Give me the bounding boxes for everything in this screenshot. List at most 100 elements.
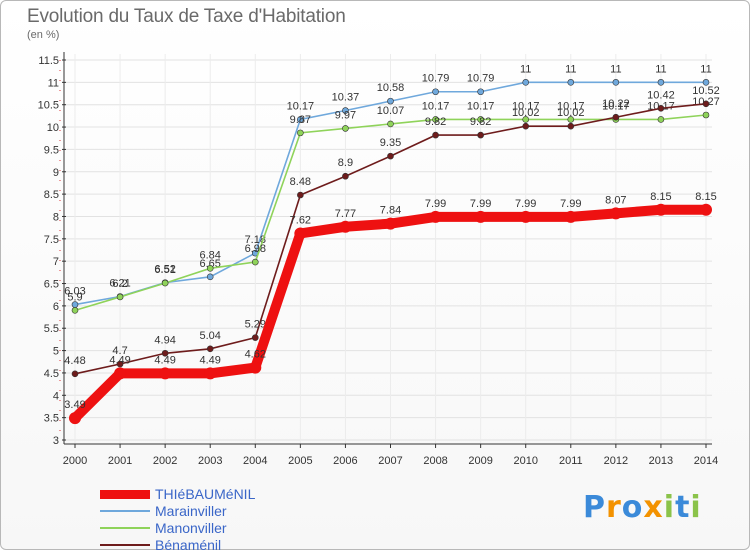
data-label: 4.49 — [109, 354, 130, 366]
data-label: 8.48 — [290, 176, 311, 188]
y-tick-label: 5.5 — [44, 323, 59, 335]
data-label: 4.94 — [154, 334, 175, 346]
data-label: 4.62 — [245, 349, 266, 361]
y-tick-label: 7 — [53, 256, 59, 268]
y-tick-label: 6.5 — [44, 279, 59, 291]
data-point — [339, 220, 352, 233]
data-point — [567, 79, 575, 86]
data-point — [432, 116, 439, 123]
logo-letter: x — [643, 490, 664, 525]
data-point — [432, 88, 439, 96]
data-label: 7.99 — [560, 198, 581, 210]
data-point — [251, 258, 259, 266]
data-label: 10.79 — [467, 73, 495, 85]
data-point — [429, 210, 442, 223]
data-label: 10.02 — [557, 107, 585, 119]
data-label: 10.17 — [512, 100, 540, 112]
logo-letter: P — [583, 490, 606, 525]
data-label: 9.82 — [425, 116, 446, 128]
data-label: 7.77 — [335, 208, 356, 220]
chart-title: Evolution du Taux de Taxe d'Habitation — [27, 6, 346, 27]
x-tick-label: 2003 — [198, 455, 222, 467]
legend-label: THIéBAUMéNIL — [155, 486, 256, 502]
data-point — [519, 210, 532, 223]
data-point — [702, 100, 710, 108]
logo-letter: t — [675, 490, 691, 525]
data-point — [657, 104, 665, 112]
data-point — [657, 79, 665, 86]
x-tick-label: 2014 — [694, 455, 718, 467]
logo-letter: r — [606, 490, 622, 525]
data-label: 8.07 — [605, 194, 626, 206]
data-point — [69, 412, 81, 425]
data-label: 10.17 — [557, 100, 585, 112]
data-label: 11 — [655, 63, 666, 75]
unit-label: (en %) — [27, 29, 60, 41]
data-label: 10.17 — [602, 100, 630, 112]
data-label: 4.49 — [200, 354, 221, 366]
y-tick-label: 6 — [53, 301, 59, 313]
x-tick-label: 2001 — [108, 455, 132, 467]
data-point — [342, 172, 349, 180]
data-label: 6.03 — [64, 286, 85, 298]
y-tick-label: 4.5 — [44, 368, 59, 380]
data-label: 8.15 — [650, 191, 671, 203]
data-point — [612, 113, 620, 121]
legend-swatch — [100, 489, 150, 499]
data-point — [387, 152, 394, 160]
y-tick-label: 9 — [53, 167, 59, 179]
legend-item: Marainviller — [100, 503, 227, 519]
x-tick-label: 2000 — [63, 455, 87, 467]
data-label: 7.62 — [290, 214, 311, 226]
data-point — [161, 349, 169, 357]
x-tick-label: 2011 — [559, 455, 583, 467]
y-tick-label: 7.5 — [44, 234, 59, 246]
y-tick-label: 4 — [53, 390, 59, 402]
x-tick-label: 2012 — [604, 455, 628, 467]
data-label: 5.9 — [67, 291, 82, 303]
x-tick-label: 2006 — [333, 455, 357, 467]
data-label: 7.84 — [380, 205, 401, 217]
y-tick-label: 3.5 — [44, 413, 59, 425]
data-point — [702, 111, 710, 119]
data-label: 6.84 — [200, 249, 221, 261]
legend-item: Manonviller — [100, 520, 227, 536]
data-label: 9.97 — [335, 109, 356, 121]
data-point — [342, 125, 349, 132]
x-tick-label: 2002 — [153, 455, 177, 467]
data-point — [116, 293, 124, 301]
data-label: 7.99 — [515, 198, 536, 210]
data-point — [249, 361, 262, 374]
data-label: 10.37 — [332, 92, 360, 104]
legend-item: THIéBAUMéNIL — [100, 486, 255, 502]
data-point — [294, 227, 307, 240]
data-label: 10.22 — [602, 98, 630, 110]
data-point — [206, 265, 214, 272]
data-point — [702, 79, 710, 86]
data-label: 10.17 — [287, 100, 315, 112]
data-point — [522, 79, 530, 86]
data-label: 11 — [610, 63, 621, 75]
data-label: 10.58 — [377, 82, 405, 94]
data-point — [432, 131, 439, 139]
data-label: 11 — [520, 63, 531, 75]
data-point — [387, 120, 394, 128]
data-point — [477, 88, 484, 96]
data-label: 7.18 — [245, 234, 266, 246]
legend-label: Bénaménil — [155, 537, 222, 553]
x-tick-label: 2013 — [649, 455, 673, 467]
x-tick-label: 2010 — [513, 455, 537, 467]
y-tick-label: 8 — [53, 211, 59, 223]
data-label: 10.17 — [422, 100, 450, 112]
data-point — [71, 307, 79, 314]
data-point — [297, 129, 304, 137]
data-point — [654, 203, 667, 216]
x-tick-label: 2004 — [243, 455, 267, 467]
x-tick-label: 2009 — [468, 455, 492, 467]
data-point — [522, 116, 530, 123]
data-point — [477, 116, 484, 123]
data-point — [161, 279, 169, 287]
logo-letter: o — [621, 490, 644, 525]
data-point — [297, 116, 304, 123]
